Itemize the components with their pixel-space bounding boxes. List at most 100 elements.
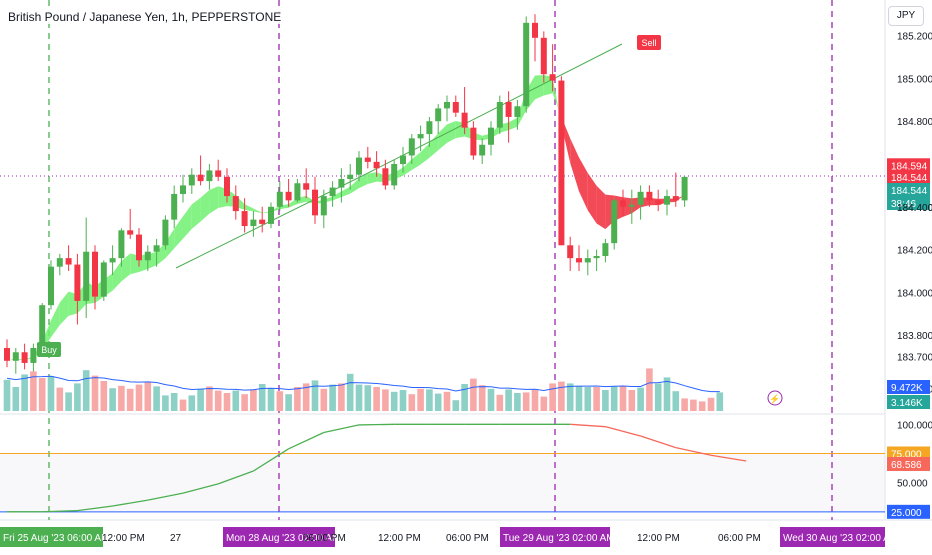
candle-body: [118, 230, 124, 258]
volume-bar: [206, 386, 213, 411]
candle-body: [66, 258, 72, 264]
volume-bar: [699, 401, 706, 411]
osc-tick-label: 100.000: [897, 420, 932, 431]
candle-body: [277, 192, 283, 207]
trend-band-segment: [421, 143, 430, 164]
price-tick-label: 184.400: [897, 203, 932, 214]
volume-bar: [136, 385, 143, 411]
volume-bar: [646, 368, 653, 411]
time-axis-label: 12:00 PM: [637, 533, 680, 544]
candle-body: [347, 175, 353, 179]
volume-bar: [717, 392, 724, 411]
candle-body: [611, 200, 617, 243]
candle-body: [356, 158, 362, 175]
volume-bar: [505, 389, 512, 411]
candle-body: [673, 196, 679, 200]
volume-bar: [681, 398, 688, 411]
volume-bar: [690, 400, 697, 411]
volume-bar: [57, 388, 64, 411]
chart-title: British Pound / Japanese Yen, 1h, PEPPER…: [6, 10, 283, 24]
candle-body: [321, 196, 327, 215]
volume-bar: [338, 383, 345, 411]
candle-body: [514, 106, 520, 117]
candle-body: [83, 252, 89, 301]
price-axis-label: 184.544: [891, 173, 928, 184]
volume-bar: [673, 391, 680, 411]
candle-body: [497, 102, 503, 128]
currency-button[interactable]: JPY: [888, 6, 924, 26]
volume-bar: [708, 398, 715, 411]
volume-bar: [285, 394, 292, 411]
trend-band-segment: [623, 197, 632, 217]
osc-level-label: 68.586: [891, 460, 922, 471]
time-axis-label: 06:00 PM: [303, 533, 346, 544]
trend-band-segment: [579, 157, 588, 210]
price-tick-label: 185.200: [897, 32, 932, 43]
candle-body: [101, 262, 107, 296]
volume-bar: [497, 395, 504, 411]
volume-bar: [576, 386, 583, 411]
lightning-glyph: ⚡: [769, 393, 780, 405]
volume-bar: [92, 376, 99, 411]
trend-band-segment: [509, 118, 518, 131]
candle-body: [374, 162, 380, 168]
volume-bar: [523, 392, 530, 411]
volume-bar: [65, 392, 72, 411]
time-axis-label: 06:00 PM: [718, 533, 761, 544]
osc-level-label: 25.000: [891, 508, 922, 519]
candle-body: [294, 183, 300, 200]
candle-body: [479, 145, 485, 156]
candle-body: [453, 102, 459, 113]
volume-bar: [567, 383, 574, 411]
volume-bar: [215, 391, 222, 411]
candle-body: [286, 192, 292, 201]
volume-bar: [4, 380, 11, 411]
volume-bar: [593, 387, 600, 411]
candle-body: [664, 196, 670, 205]
volume-bar: [171, 393, 178, 411]
time-axis-label: 06:00 PM: [446, 533, 489, 544]
candle-body: [638, 192, 644, 205]
trend-band-segment: [183, 204, 192, 238]
candle-body: [171, 194, 177, 220]
candle-body: [4, 348, 10, 361]
candle-body: [523, 23, 529, 106]
candle-body: [74, 265, 80, 301]
volume-bar: [373, 387, 380, 411]
volume-bar: [13, 387, 20, 411]
volume-bar: [479, 385, 486, 411]
volume-bar: [250, 389, 257, 411]
candle-body: [365, 158, 371, 162]
trend-band-segment: [253, 209, 262, 214]
volume-bar: [426, 389, 433, 411]
trend-band-segment: [113, 261, 122, 291]
trend-band-segment: [429, 133, 438, 158]
volume-bar: [83, 370, 90, 411]
trend-band-segment: [438, 124, 447, 150]
candle-body: [145, 252, 151, 261]
time-axis-date-label: Tue 29 Aug '23 02:00 AM: [503, 533, 615, 544]
time-axis-label: 27: [170, 533, 182, 544]
volume-bar: [558, 382, 565, 411]
volume-bar: [602, 390, 609, 411]
trend-band-segment: [209, 186, 218, 213]
price-axis-label: 184.544: [891, 186, 928, 197]
candle-body: [418, 134, 424, 138]
candle-body: [444, 102, 450, 108]
oscillator-line-segment: [359, 424, 394, 425]
candle-body: [22, 352, 28, 363]
trend-line: [366, 44, 622, 174]
trend-band-segment: [570, 138, 579, 191]
time-axis-label: 12:00 PM: [378, 533, 421, 544]
candle-body: [180, 185, 186, 194]
candle-body: [39, 305, 45, 348]
candle-body: [136, 235, 142, 261]
volume-bar: [347, 374, 354, 411]
candle-body: [189, 175, 195, 186]
trend-band-segment: [245, 204, 254, 211]
candle-body: [391, 164, 397, 185]
candle-body: [224, 177, 230, 196]
trend-band-segment: [341, 187, 350, 197]
